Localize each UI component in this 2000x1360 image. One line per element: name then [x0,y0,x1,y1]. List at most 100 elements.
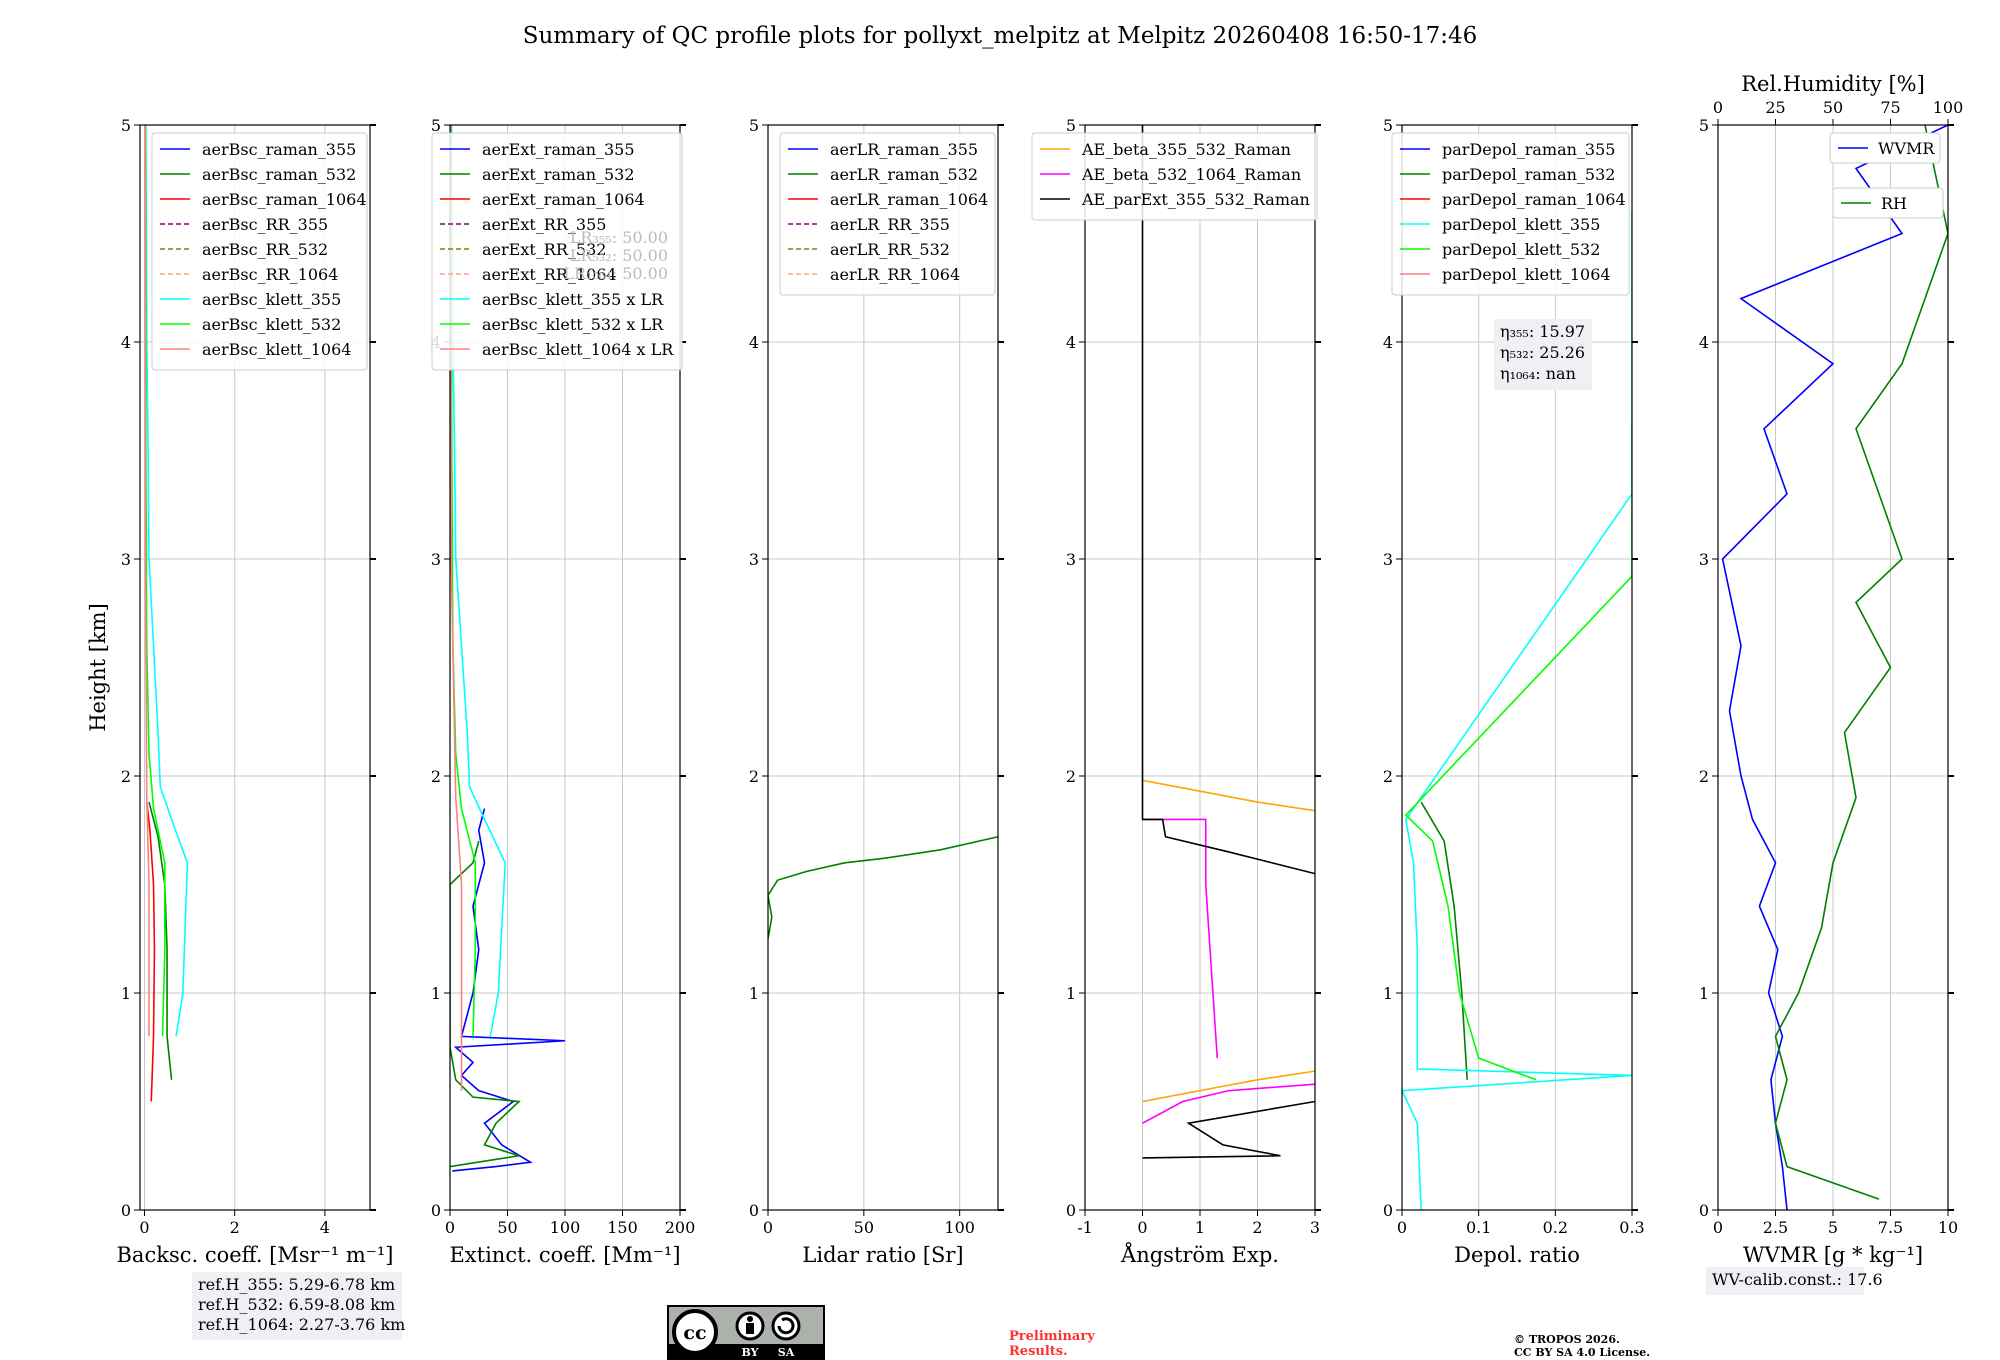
x-tick-label: 0 [139,1218,149,1237]
legend-label: aerBsc_raman_1064 [202,190,367,209]
x-tick-label: 0 [1397,1218,1407,1237]
preliminary-line-1: Preliminary [1009,1329,1095,1344]
x-tick-label: 200 [665,1218,696,1237]
legend-label: aerBsc_RR_532 [202,240,328,259]
annotation-depol: η₃₅₅: 15.97 η₅₃₂: 25.26 η₁₀₆₄: nan [1494,319,1592,390]
y-tick-label: 0 [431,1201,441,1220]
annotation-box [1494,319,1592,390]
legend-box [1391,132,1630,296]
series-pardepol-raman-532 [1420,801,1468,1080]
y-tick-label: 0 [1383,1201,1393,1220]
legend-box [431,132,683,371]
series-aerbsc-klett-1064 [144,125,150,1037]
series-pardepol-klett-532 [1404,422,1632,1081]
cc-letters: cc [683,1322,706,1344]
legend-box [1829,132,1941,164]
legend-label: aerBsc_klett_355 x LR [482,290,664,309]
annotation-line: ref.H_1064: 2.27-3.76 km [198,1315,405,1334]
legend-label: parDepol_klett_355 [1442,215,1600,234]
x-tick-label: 4 [320,1218,330,1237]
y-tick-label: 1 [1383,984,1393,1003]
annotation-box [1706,1267,1864,1295]
y-tick-label: 1 [1066,984,1076,1003]
y-tick-label: 1 [749,984,759,1003]
legend-label: aerBsc_RR_355 [202,215,328,234]
series-aerext-raman-532 [450,840,521,1168]
legend-label: aerExt_raman_532 [482,165,635,184]
legend-label: parDepol_raman_1064 [1442,190,1626,209]
series-aerbsc-klett-532-x-lr [450,125,477,1037]
legend-label: parDepol_raman_355 [1442,140,1615,159]
y-tick-label: 4 [1383,333,1393,352]
x2-axis-label: Rel.Humidity [%] [1741,72,1925,96]
legend-box [779,132,996,296]
x-tick-label: 0 [1137,1218,1147,1237]
y-tick-label: 3 [121,550,131,569]
legend-wvmr: WVMR [1829,132,1941,164]
x2-tick-label: 0 [1713,98,1723,117]
legend-label: aerLR_RR_532 [830,240,950,259]
series-rh [1774,125,1948,1200]
x-tick-label: 5 [1828,1218,1838,1237]
legend-label: aerLR_raman_532 [830,165,978,184]
x-tick-label: -1 [1077,1218,1093,1237]
x-tick-label: 7.5 [1878,1218,1903,1237]
panel-lidar_ratio: 0 50 100 0 1 2 3 4 5 Lidar ratio [Sr] aerLR_raman_… [749,116,1004,1267]
series-aerbsc-raman-532 [148,801,173,1080]
series-ae-parext-355-532-raman-upper [1141,125,1315,875]
y-axis-label: Height [km] [86,603,110,732]
series-aerlr-raman-532 [768,835,998,939]
x2-tick-label: 50 [1823,98,1843,117]
y-tick-label: 3 [749,550,759,569]
x-tick-label: 0 [763,1218,773,1237]
series-ae-beta-532-1064-raman [1142,1083,1315,1124]
legend-label: AE_beta_355_532_Raman [1081,140,1291,159]
legend-label: parDepol_klett_532 [1442,240,1600,259]
x-axis-label: WVMR [g * kg⁻¹] [1743,1243,1923,1267]
chart-panels: 0 2 4 0 1 2 3 4 5 Backsc. coeff. [Msr⁻¹ m⁻¹] Heigh… [86,72,1963,1340]
legend-label: aerLR_RR_355 [830,215,950,234]
annotation-line: η₅₃₂: 25.26 [1500,343,1585,362]
legend-label: RH [1881,194,1907,213]
legend-label: aerExt_RR_355 [482,215,606,234]
panel-depol: 0 0.1 0.2 0.3 0 1 2 3 4 5 Depol. ratio parDepol_ram… [1383,116,1645,1267]
x-tick-label: 1 [1195,1218,1205,1237]
y-tick-label: 2 [431,767,441,786]
plot-frame [767,124,999,1211]
legend-label: aerExt_raman_355 [482,140,635,159]
x2-tick-label: 100 [1933,98,1964,117]
legend-label: aerBsc_klett_532 x LR [482,315,664,334]
annotation-wvmr: WV-calib.const.: 17.6 [1706,1267,1883,1295]
series-aerext-raman-355 [452,808,566,1172]
legend-rh: RH [1832,187,1944,219]
x-tick-label: 2 [230,1218,240,1237]
plot-frame [139,124,371,1211]
preliminary-line-2: Results. [1009,1344,1068,1359]
series-aerbsc-raman-1064 [145,801,156,1102]
y-tick-label: 4 [749,333,759,352]
annotation-line: η₃₅₅: 15.97 [1500,322,1585,341]
y-tick-label: 0 [1066,1201,1076,1220]
y-tick-label: 2 [1066,767,1076,786]
x-tick-label: 50 [854,1218,874,1237]
y-tick-label: 3 [1699,550,1709,569]
annotation-line: LR₃₅₅: 50.00 [570,228,668,247]
x-tick-label: 10 [1938,1218,1958,1237]
x-tick-label: 100 [550,1218,581,1237]
y-tick-label: 5 [1699,116,1709,135]
x-tick-label: 3 [1310,1218,1320,1237]
legend-label: parDepol_klett_1064 [1442,265,1611,284]
legend-box [151,132,368,371]
x2-tick-label: 25 [1765,98,1785,117]
y-tick-label: 2 [1383,767,1393,786]
footer: cc BY SA Preliminary Results. © TROPOS 2… [667,1305,1650,1360]
y-tick-label: 4 [1699,333,1709,352]
x-tick-label: 0.3 [1619,1218,1644,1237]
legend-label: aerLR_RR_1064 [830,265,960,284]
x-axis-label: Extinct. coeff. [Mm⁻¹] [449,1243,680,1267]
legend-label: aerLR_raman_355 [830,140,978,159]
legend-label: aerBsc_RR_1064 [202,265,338,284]
series-ae-beta-355-532-raman [1142,1070,1315,1103]
